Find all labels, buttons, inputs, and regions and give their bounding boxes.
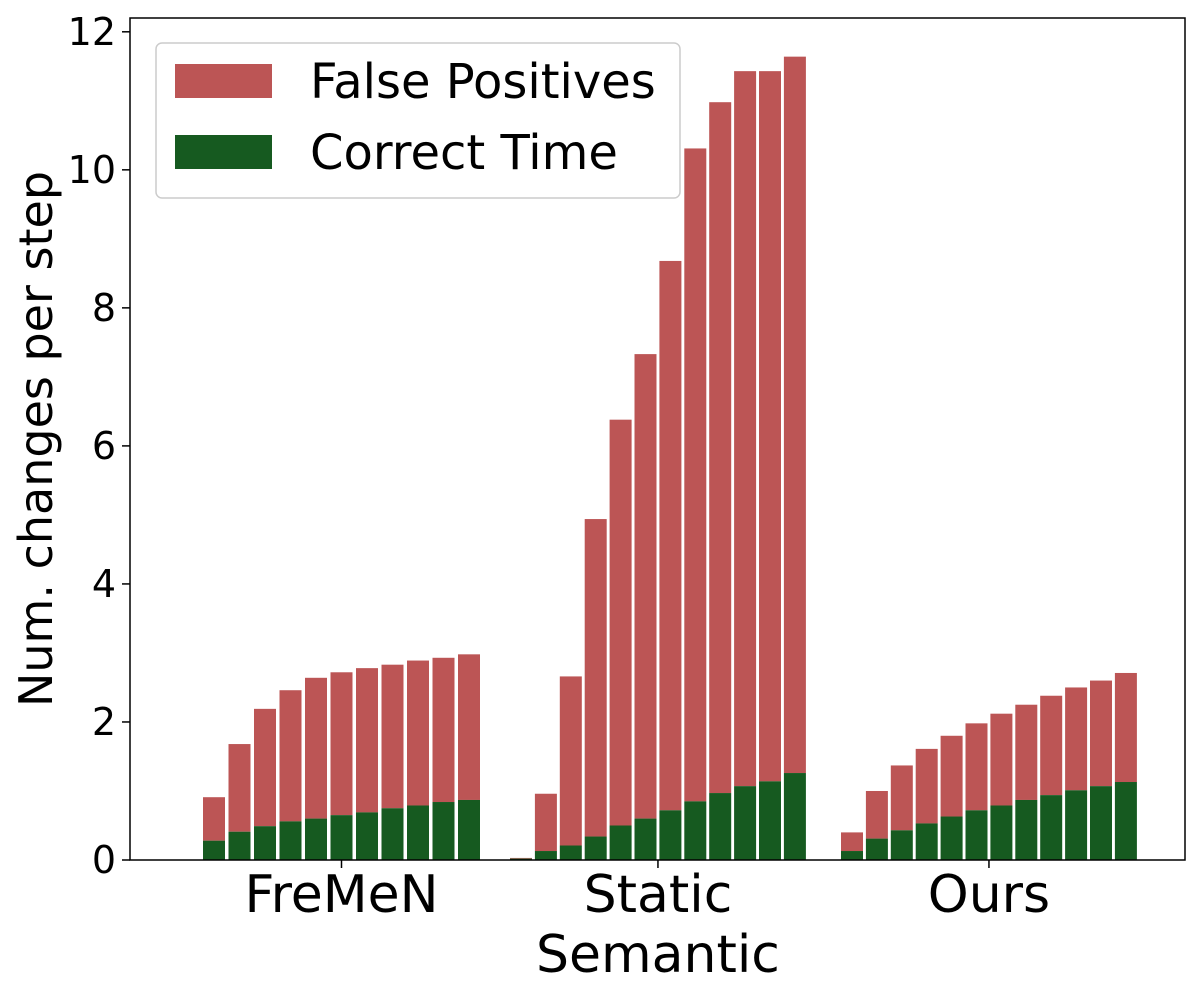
bar-correct-time [759,781,781,860]
bar-correct-time [890,830,913,860]
bar-false-positives [783,56,806,774]
y-tick-label: 10 [68,148,116,192]
legend-swatch-correct-time [175,135,272,169]
bar-correct-time [228,831,251,860]
bar-false-positives [609,419,632,826]
bar-false-positives [734,71,757,787]
bar-correct-time [783,773,806,860]
bar-false-positives [1040,695,1063,796]
bar-correct-time [709,793,732,860]
y-tick-label: 2 [92,700,116,744]
bar-correct-time [432,802,455,860]
y-axis: 0 2 4 6 8 10 12 [68,10,130,882]
bar-group [510,56,806,860]
bar-correct-time [254,826,276,860]
bar-false-positives [407,660,429,806]
x-axis: FreMeN Static Semantic Ours [244,860,1050,985]
bar-correct-time [407,805,429,860]
y-tick-label: 8 [92,286,116,330]
bar-false-positives [203,797,225,841]
bars-layer [203,56,1137,860]
bar-correct-time [915,823,938,860]
bar-false-positives [228,744,251,832]
bar-false-positives [432,657,455,803]
bar-correct-time [609,825,632,860]
bar-group [203,654,480,860]
bar-correct-time [458,799,480,860]
bar-correct-time [305,818,327,860]
bar-false-positives [865,790,888,839]
legend-label-false-positives: False Positives [310,54,656,110]
bar-false-positives [915,748,938,824]
bar-correct-time [1114,782,1137,860]
y-tick-label: 0 [92,838,116,882]
y-tick-label: 4 [92,562,116,606]
bar-false-positives [279,690,302,822]
bar-correct-time [559,845,582,860]
bar-false-positives [510,857,532,859]
bar-correct-time [203,840,225,860]
bar-false-positives [305,677,327,819]
bar-correct-time [1090,786,1112,860]
bar-correct-time [940,816,963,860]
bar-false-positives [1114,672,1137,783]
bar-correct-time [584,836,607,860]
bar-false-positives [634,354,657,819]
x-tick-label: Static Semantic [536,865,780,985]
bar-group [841,672,1137,860]
bar-correct-time [279,821,302,860]
bar-false-positives [759,71,781,782]
bar-correct-time [534,851,557,860]
bar-correct-time [381,808,404,860]
legend: False Positives Correct Time [155,42,681,199]
bar-false-positives [841,832,863,852]
bar-correct-time [865,838,888,860]
y-tick-label: 6 [92,424,116,468]
bar-correct-time [734,786,757,860]
bar-false-positives [458,654,480,800]
bar-false-positives [381,664,404,809]
bar-correct-time [990,805,1013,860]
x-tick-label: Ours [928,865,1050,925]
bar-false-positives [965,723,988,811]
legend-box [155,42,681,199]
bar-correct-time [684,801,707,860]
bar-correct-time [659,810,682,860]
bar-false-positives [709,102,732,794]
bar-correct-time [356,812,378,860]
y-axis-title: Num. changes per step [9,171,63,707]
bar-false-positives [534,793,557,852]
bar-false-positives [890,765,913,831]
y-tick-label: 12 [68,10,116,54]
bar-false-positives [659,260,682,811]
legend-label-correct-time: Correct Time [310,125,618,181]
bar-false-positives [254,708,276,827]
bar-correct-time [1040,795,1063,860]
bar-correct-time [1015,799,1038,860]
x-tick-label: FreMeN [244,865,438,925]
bar-correct-time [965,810,988,860]
bar-false-positives [330,672,353,816]
bar-false-positives [1090,680,1112,787]
bar-false-positives [559,676,582,846]
bar-false-positives [356,668,378,813]
bar-correct-time [841,851,863,860]
bar-correct-time [1065,790,1088,860]
bar-correct-time [634,818,657,860]
bar-false-positives [1015,704,1038,800]
bar-false-positives [1065,687,1088,791]
legend-swatch-false-positives [175,64,272,98]
bar-false-positives [990,713,1013,806]
bar-correct-time [330,815,353,860]
bar-false-positives [584,519,607,837]
bar-false-positives [940,735,963,817]
bar-false-positives [684,148,707,802]
